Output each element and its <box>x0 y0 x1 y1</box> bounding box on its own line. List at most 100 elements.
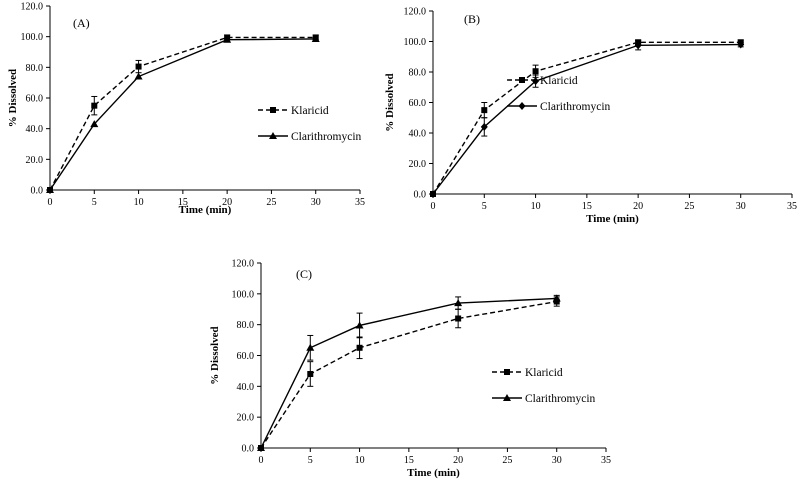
series-clarithromycin <box>429 40 745 198</box>
y-tick-label: 40.0 <box>237 382 255 393</box>
series-line <box>432 43 741 195</box>
data-point <box>90 120 99 128</box>
series-line <box>260 300 557 449</box>
legend-entry: Klaricid <box>258 105 329 117</box>
y-tick-label: 80.0 <box>409 68 427 79</box>
x-tick-label: 35 <box>787 201 797 212</box>
data-point <box>307 371 314 377</box>
x-tick-label: 20 <box>453 455 463 466</box>
chart-panel-1: 0 5 10 15 20 25 30 35 0.0 20.0 40.0 60.0 80.0 100.0 12… <box>7 2 365 217</box>
x-tick-label: 5 <box>482 201 487 212</box>
x-tick-label: 25 <box>502 455 512 466</box>
legend-label: Clarithromycin <box>291 131 362 143</box>
y-tick-label: 0.0 <box>414 190 427 201</box>
x-tick-label: 20 <box>222 197 232 208</box>
y-axis-label: % Dissolved <box>384 73 396 131</box>
x-tick-label: 5 <box>308 455 313 466</box>
y-tick-label: 100.0 <box>232 289 255 300</box>
data-point <box>454 299 463 307</box>
y-tick-label: 100.0 <box>21 32 44 43</box>
x-tick-label: 10 <box>134 197 144 208</box>
x-tick-label: 25 <box>266 197 276 208</box>
x-axis-label: Time (min) <box>586 213 639 225</box>
x-tick-label: 15 <box>582 201 592 212</box>
chart-panel-3: 0 5 10 15 20 25 30 35 0.0 20.0 40.0 60.0 80.0 100.0 12… <box>209 259 611 480</box>
data-point <box>429 190 437 198</box>
data-point <box>455 315 462 322</box>
legend-entry: Clarithromycin <box>258 131 362 143</box>
x-tick-label: 0 <box>48 197 53 208</box>
data-point <box>46 186 54 193</box>
y-tick-label: 60.0 <box>237 351 255 362</box>
y-axis-label: % Dissolved <box>7 69 19 127</box>
x-axis-label: Time (min) <box>179 204 232 216</box>
data-point <box>481 107 488 114</box>
legend-label: Clarithromycin <box>540 101 611 113</box>
legend-entry: Klaricid <box>492 367 563 379</box>
data-point <box>480 122 488 131</box>
legend-entry: Clarithromycin <box>507 101 611 113</box>
data-point <box>634 41 642 50</box>
legend-label: Klaricid <box>525 367 563 379</box>
series-clarithromycin <box>257 294 561 451</box>
legend-marker <box>269 132 277 139</box>
x-tick-label: 25 <box>684 201 694 212</box>
x-tick-label: 15 <box>178 197 188 208</box>
y-tick-label: 60.0 <box>26 94 44 105</box>
y-tick-label: 20.0 <box>237 413 255 424</box>
x-tick-label: 30 <box>552 455 562 466</box>
legend-marker <box>270 107 276 113</box>
x-tick-label: 30 <box>736 201 746 212</box>
y-tick-label: 60.0 <box>409 98 427 109</box>
legend-marker <box>504 369 510 375</box>
legend-entry: Clarithromycin <box>492 393 596 405</box>
data-point <box>355 321 364 329</box>
data-point <box>311 34 320 42</box>
x-tick-label: 0 <box>431 201 436 212</box>
data-point <box>552 294 561 302</box>
y-tick-label: 120.0 <box>404 7 427 18</box>
y-tick-label: 40.0 <box>26 124 44 135</box>
data-point <box>257 444 265 451</box>
y-tick-label: 120.0 <box>232 259 255 270</box>
data-point <box>737 40 745 49</box>
data-point <box>135 63 142 70</box>
data-point <box>532 77 540 86</box>
legend-label: Klaricid <box>540 75 578 87</box>
panel-label: (C) <box>296 267 312 281</box>
x-axis-label: Time (min) <box>407 467 460 479</box>
legend-marker <box>519 77 525 83</box>
x-tick-label: 15 <box>404 455 414 466</box>
panel-label: (B) <box>464 12 480 26</box>
series-line <box>260 297 557 449</box>
legend-marker <box>518 102 526 110</box>
x-tick-label: 10 <box>355 455 365 466</box>
y-tick-label: 0.0 <box>242 444 255 455</box>
x-tick-label: 35 <box>601 455 611 466</box>
y-tick-label: 100.0 <box>404 37 427 48</box>
x-tick-label: 5 <box>92 197 97 208</box>
x-tick-label: 0 <box>259 455 264 466</box>
data-point <box>134 72 143 80</box>
chart-panel-2: 0 5 10 15 20 25 30 35 0.0 20.0 40.0 60.0 80.0 100.0 12… <box>384 7 797 226</box>
y-axis-label: % Dissolved <box>209 326 221 384</box>
y-tick-label: 120.0 <box>21 2 44 13</box>
data-point <box>306 343 315 351</box>
x-tick-label: 20 <box>633 201 643 212</box>
data-point <box>356 344 363 351</box>
panel-label: (A) <box>73 16 90 30</box>
y-tick-label: 20.0 <box>26 155 44 166</box>
series-clarithromycin <box>46 34 320 193</box>
data-point <box>532 68 539 75</box>
x-tick-label: 35 <box>355 197 365 208</box>
legend-entry: Klaricid <box>507 75 578 87</box>
data-point <box>91 102 98 109</box>
series-line <box>49 38 316 191</box>
y-tick-label: 40.0 <box>409 129 427 140</box>
legend-label: Klaricid <box>291 105 329 117</box>
series-line <box>432 41 741 195</box>
legend-marker <box>503 394 511 401</box>
x-tick-label: 30 <box>311 197 321 208</box>
x-tick-label: 10 <box>531 201 541 212</box>
